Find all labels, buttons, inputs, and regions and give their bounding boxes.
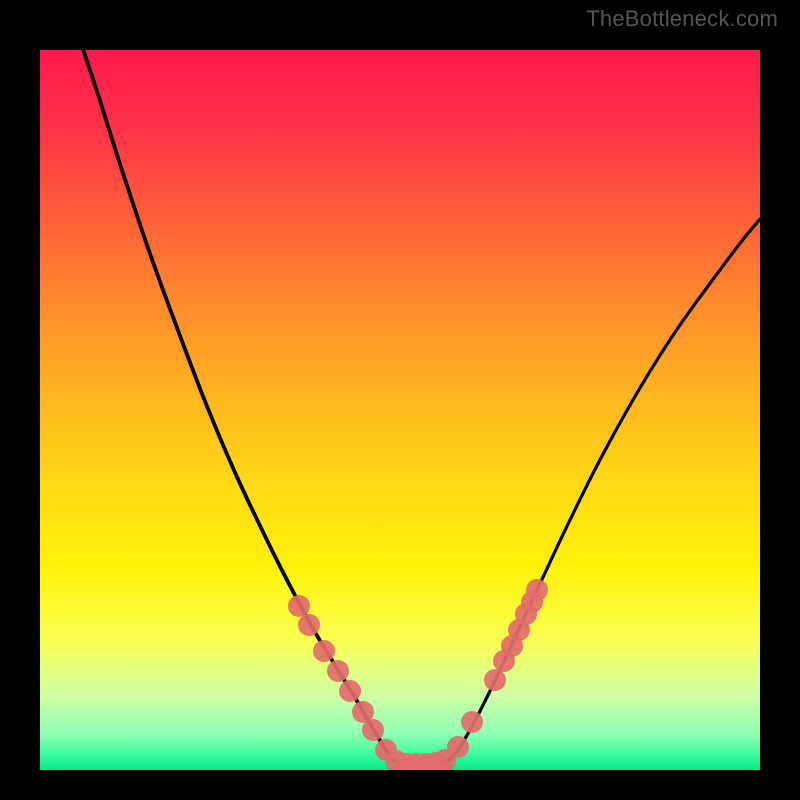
scatter-marker: [298, 614, 320, 636]
curve-left-curve: [83, 50, 393, 759]
watermark-text: TheBottleneck.com: [586, 6, 778, 32]
plot-area: [40, 50, 760, 770]
scatter-marker: [447, 736, 469, 758]
scatter-marker: [327, 660, 349, 682]
curve-layer: [40, 50, 760, 770]
scatter-marker: [461, 711, 483, 733]
scatter-marker: [339, 680, 361, 702]
chart-stage: TheBottleneck.com: [0, 0, 800, 800]
scatter-marker: [526, 579, 548, 601]
scatter-marker: [313, 640, 335, 662]
scatter-marker: [484, 669, 506, 691]
scatter-marker: [362, 719, 384, 741]
